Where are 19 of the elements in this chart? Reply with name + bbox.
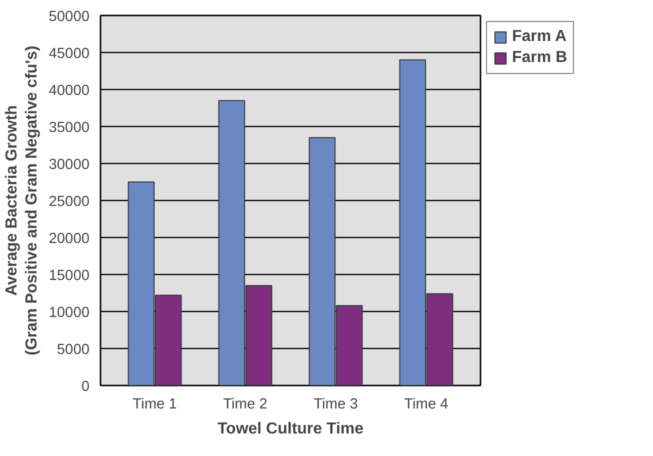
x-tick-label: Time 3 — [314, 396, 358, 412]
y-tick-label: 35000 — [48, 120, 90, 136]
y-tick-label: 40000 — [48, 83, 90, 99]
y-tick-label: 20000 — [48, 231, 90, 247]
y-tick-label: 45000 — [48, 46, 90, 62]
x-tick-label: Time 4 — [404, 396, 448, 412]
legend-label: Farm B — [512, 49, 568, 67]
y-tick-label: 25000 — [48, 194, 90, 210]
y-tick-label: 5000 — [56, 342, 90, 358]
y-axis-title: Average Bacteria Growth (Gram Positive and Gram Negative cfu's) — [3, 46, 41, 356]
y-tick-label: 50000 — [48, 9, 90, 25]
x-axis-title: Towel Culture Time — [217, 420, 364, 438]
x-tick-label: Time 1 — [132, 396, 177, 412]
y-tick-label: 15000 — [48, 268, 90, 284]
y-tick-label: 10000 — [48, 305, 90, 321]
y-tick-label: 0 — [81, 379, 90, 395]
x-tick-label: Time 2 — [223, 396, 268, 412]
y-tick-label: 30000 — [48, 157, 90, 173]
legend-label: Farm A — [512, 28, 567, 46]
